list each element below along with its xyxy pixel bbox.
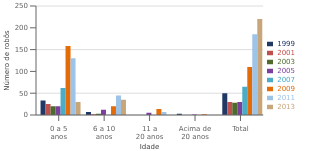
svg-text:150: 150	[15, 46, 28, 54]
html-text:2013: 2013	[277, 102, 295, 111]
svg-text:100: 100	[15, 68, 28, 76]
svg-text:0 a 5anos: 0 a 5anos	[50, 125, 68, 141]
html-text:2005: 2005	[277, 66, 295, 75]
svg-text:Acima de20 anos: Acima de20 anos	[179, 125, 212, 141]
html-text:2003: 2003	[277, 57, 295, 66]
html-text:2011: 2011	[277, 93, 295, 102]
svg-text:200: 200	[15, 24, 28, 32]
svg-text:11 a20 anos: 11 a20 anos	[136, 125, 164, 141]
svg-text:6 a 10anos: 6 a 10anos	[93, 125, 115, 141]
html-text:2009: 2009	[277, 84, 295, 93]
html-text:2007: 2007	[277, 75, 295, 84]
svg-text:50: 50	[19, 90, 28, 98]
html-text:1999: 1999	[277, 39, 295, 48]
html-text:2001: 2001	[277, 48, 295, 57]
svg-text:250: 250	[15, 2, 28, 10]
svg-text:Total: Total	[231, 125, 248, 133]
svg-text:0: 0	[24, 111, 28, 119]
svg-text:Número de robôs: Número de robôs	[8, 30, 11, 91]
svg-text:Idade: Idade	[140, 143, 160, 151]
